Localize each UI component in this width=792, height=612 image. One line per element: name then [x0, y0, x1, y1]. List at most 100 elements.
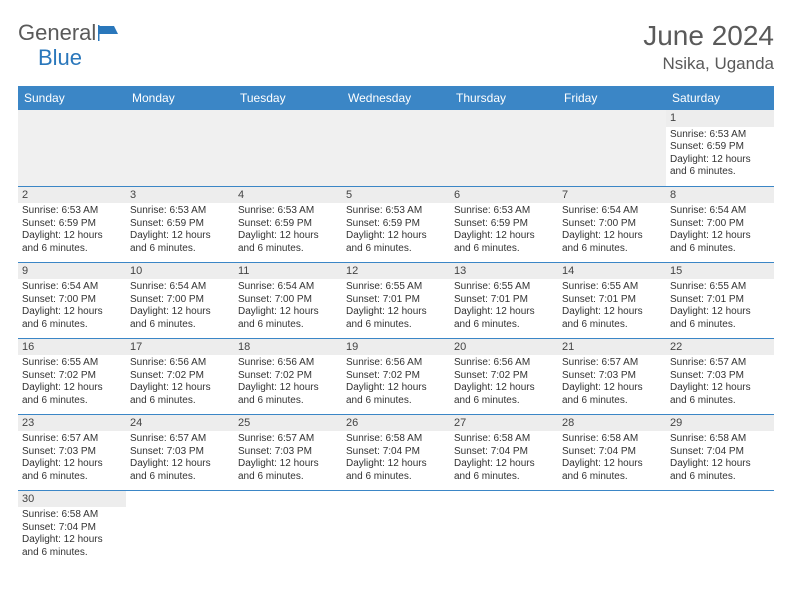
calendar-cell: 26Sunrise: 6:58 AMSunset: 7:04 PMDayligh… [342, 414, 450, 490]
calendar-cell: 19Sunrise: 6:56 AMSunset: 7:02 PMDayligh… [342, 338, 450, 414]
calendar-cell: 1Sunrise: 6:53 AMSunset: 6:59 PMDaylight… [666, 110, 774, 186]
calendar-cell: 24Sunrise: 6:57 AMSunset: 7:03 PMDayligh… [126, 414, 234, 490]
daylight-line: Daylight: 12 hours and 6 minutes. [346, 382, 446, 407]
sunrise-line: Sunrise: 6:56 AM [346, 357, 446, 370]
day-number: 27 [450, 415, 558, 432]
sunset-line: Sunset: 7:02 PM [22, 370, 122, 383]
brand-part2: Blue [38, 45, 82, 71]
sunrise-line: Sunrise: 6:58 AM [22, 509, 122, 522]
day-number: 4 [234, 187, 342, 204]
day-number: 9 [18, 263, 126, 280]
sunrise-line: Sunrise: 6:56 AM [130, 357, 230, 370]
daylight-line: Daylight: 12 hours and 6 minutes. [130, 458, 230, 483]
calendar-cell: 18Sunrise: 6:56 AMSunset: 7:02 PMDayligh… [234, 338, 342, 414]
weekday-header: Friday [558, 86, 666, 110]
day-number: 19 [342, 339, 450, 356]
daylight-line: Daylight: 12 hours and 6 minutes. [238, 458, 338, 483]
calendar-cell: 11Sunrise: 6:54 AMSunset: 7:00 PMDayligh… [234, 262, 342, 338]
sunset-line: Sunset: 7:00 PM [130, 294, 230, 307]
sunset-line: Sunset: 7:04 PM [454, 446, 554, 459]
calendar-cell: 6Sunrise: 6:53 AMSunset: 6:59 PMDaylight… [450, 186, 558, 262]
day-number: 21 [558, 339, 666, 356]
calendar-cell: 28Sunrise: 6:58 AMSunset: 7:04 PMDayligh… [558, 414, 666, 490]
sunset-line: Sunset: 7:03 PM [22, 446, 122, 459]
sunrise-line: Sunrise: 6:55 AM [346, 281, 446, 294]
calendar-cell [234, 110, 342, 186]
sunrise-line: Sunrise: 6:57 AM [562, 357, 662, 370]
daylight-line: Daylight: 12 hours and 6 minutes. [22, 382, 122, 407]
sunset-line: Sunset: 7:03 PM [562, 370, 662, 383]
calendar-cell [666, 490, 774, 566]
daylight-line: Daylight: 12 hours and 6 minutes. [238, 230, 338, 255]
sunrise-line: Sunrise: 6:53 AM [454, 205, 554, 218]
calendar-cell: 29Sunrise: 6:58 AMSunset: 7:04 PMDayligh… [666, 414, 774, 490]
day-number: 13 [450, 263, 558, 280]
calendar-cell [126, 490, 234, 566]
sunset-line: Sunset: 7:02 PM [130, 370, 230, 383]
sunrise-line: Sunrise: 6:56 AM [238, 357, 338, 370]
daylight-line: Daylight: 12 hours and 6 minutes. [670, 154, 770, 179]
day-number: 12 [342, 263, 450, 280]
sunrise-line: Sunrise: 6:57 AM [670, 357, 770, 370]
day-number: 29 [666, 415, 774, 432]
daylight-line: Daylight: 12 hours and 6 minutes. [346, 306, 446, 331]
sunrise-line: Sunrise: 6:54 AM [238, 281, 338, 294]
calendar-cell [450, 110, 558, 186]
calendar-table: Sunday Monday Tuesday Wednesday Thursday… [18, 86, 774, 566]
daylight-line: Daylight: 12 hours and 6 minutes. [670, 230, 770, 255]
calendar-cell: 15Sunrise: 6:55 AMSunset: 7:01 PMDayligh… [666, 262, 774, 338]
calendar-cell [342, 110, 450, 186]
sunrise-line: Sunrise: 6:55 AM [22, 357, 122, 370]
calendar-cell: 14Sunrise: 6:55 AMSunset: 7:01 PMDayligh… [558, 262, 666, 338]
weekday-header-row: Sunday Monday Tuesday Wednesday Thursday… [18, 86, 774, 110]
calendar-cell [234, 490, 342, 566]
sunset-line: Sunset: 6:59 PM [346, 218, 446, 231]
sunrise-line: Sunrise: 6:53 AM [346, 205, 446, 218]
calendar-row: 30Sunrise: 6:58 AMSunset: 7:04 PMDayligh… [18, 490, 774, 566]
sunset-line: Sunset: 6:59 PM [454, 218, 554, 231]
title-block: June 2024 Nsika, Uganda [643, 20, 774, 74]
day-number: 5 [342, 187, 450, 204]
sunset-line: Sunset: 7:02 PM [346, 370, 446, 383]
sunrise-line: Sunrise: 6:58 AM [454, 433, 554, 446]
day-number: 3 [126, 187, 234, 204]
sunset-line: Sunset: 7:03 PM [238, 446, 338, 459]
day-number: 23 [18, 415, 126, 432]
day-number: 30 [18, 491, 126, 508]
daylight-line: Daylight: 12 hours and 6 minutes. [670, 458, 770, 483]
day-number: 10 [126, 263, 234, 280]
day-number: 20 [450, 339, 558, 356]
sunset-line: Sunset: 7:01 PM [670, 294, 770, 307]
calendar-cell [18, 110, 126, 186]
calendar-cell: 22Sunrise: 6:57 AMSunset: 7:03 PMDayligh… [666, 338, 774, 414]
sunrise-line: Sunrise: 6:54 AM [562, 205, 662, 218]
calendar-cell: 20Sunrise: 6:56 AMSunset: 7:02 PMDayligh… [450, 338, 558, 414]
sunset-line: Sunset: 7:01 PM [454, 294, 554, 307]
calendar-cell: 21Sunrise: 6:57 AMSunset: 7:03 PMDayligh… [558, 338, 666, 414]
sunset-line: Sunset: 7:04 PM [22, 522, 122, 535]
calendar-cell: 4Sunrise: 6:53 AMSunset: 6:59 PMDaylight… [234, 186, 342, 262]
sunrise-line: Sunrise: 6:54 AM [130, 281, 230, 294]
day-number: 28 [558, 415, 666, 432]
day-number: 15 [666, 263, 774, 280]
sunset-line: Sunset: 7:00 PM [562, 218, 662, 231]
weekday-header: Tuesday [234, 86, 342, 110]
sunrise-line: Sunrise: 6:57 AM [238, 433, 338, 446]
day-number: 11 [234, 263, 342, 280]
daylight-line: Daylight: 12 hours and 6 minutes. [454, 382, 554, 407]
day-number: 25 [234, 415, 342, 432]
daylight-line: Daylight: 12 hours and 6 minutes. [670, 382, 770, 407]
daylight-line: Daylight: 12 hours and 6 minutes. [22, 306, 122, 331]
sunrise-line: Sunrise: 6:53 AM [238, 205, 338, 218]
calendar-cell [558, 490, 666, 566]
sunrise-line: Sunrise: 6:53 AM [22, 205, 122, 218]
daylight-line: Daylight: 12 hours and 6 minutes. [562, 458, 662, 483]
calendar-row: 2Sunrise: 6:53 AMSunset: 6:59 PMDaylight… [18, 186, 774, 262]
sunrise-line: Sunrise: 6:55 AM [454, 281, 554, 294]
daylight-line: Daylight: 12 hours and 6 minutes. [562, 230, 662, 255]
daylight-line: Daylight: 12 hours and 6 minutes. [562, 382, 662, 407]
calendar-row: 1Sunrise: 6:53 AMSunset: 6:59 PMDaylight… [18, 110, 774, 186]
calendar-cell: 30Sunrise: 6:58 AMSunset: 7:04 PMDayligh… [18, 490, 126, 566]
weekday-header: Thursday [450, 86, 558, 110]
sunset-line: Sunset: 7:00 PM [22, 294, 122, 307]
